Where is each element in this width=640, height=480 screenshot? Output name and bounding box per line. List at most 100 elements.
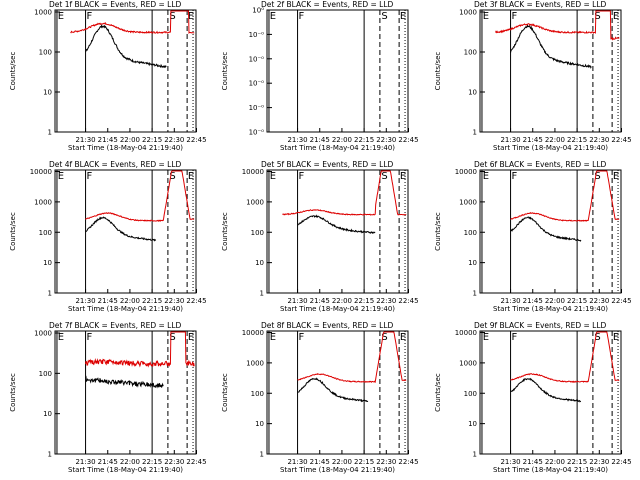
x-axis-label: Start Time (18-May-04 21:19:40) <box>493 305 608 313</box>
x-tick-label: 22:15 <box>354 136 374 144</box>
events-series-line <box>85 216 157 242</box>
x-axis-label: Start Time (18-May-04 21:19:40) <box>68 466 183 474</box>
lld-series-line <box>510 170 620 222</box>
y-tick-label: 10000 <box>455 329 477 337</box>
panel-4: Det 4f BLACK = Events, RED = LLD Counts/s… <box>9 160 207 313</box>
panel-title: Det 8f BLACK = Events, RED = LLD <box>261 321 394 330</box>
event-marker-label: E <box>58 11 64 22</box>
x-tick-label: 21:30 <box>75 458 95 466</box>
event-marker-label: E <box>483 11 489 22</box>
event-marker-label: E <box>483 171 489 182</box>
event-marker-label: F <box>87 171 93 182</box>
x-tick-label: 21:30 <box>500 458 520 466</box>
x-axis-label: Start Time (18-May-04 21:19:40) <box>493 466 608 474</box>
y-tick-label: 1000 <box>459 9 477 17</box>
plot-frame <box>266 330 409 455</box>
x-axis-label: Start Time (18-May-04 21:19:40) <box>280 144 395 152</box>
y-tick-label: 100 <box>39 370 52 378</box>
event-marker-label: E <box>613 171 619 182</box>
x-tick-label: 21:30 <box>500 297 520 305</box>
y-tick-label: 1 <box>473 451 477 459</box>
event-marker-label: E <box>270 332 276 343</box>
panel-title: Det 6f BLACK = Events, RED = LLD <box>474 160 607 169</box>
panel-title: Det 7f BLACK = Events, RED = LLD <box>49 321 182 330</box>
panel-8: Det 8f BLACK = Events, RED = LLD Counts/s… <box>221 321 419 474</box>
lld-series-line <box>85 331 195 368</box>
event-marker-label: E <box>58 171 64 182</box>
y-tick-label: 100 <box>464 390 477 398</box>
y-tick-label: 1 <box>260 451 264 459</box>
x-tick-label: 22:00 <box>332 458 352 466</box>
y-tick-label: 10⁻⁰ <box>249 104 265 112</box>
x-tick-label: 21:45 <box>523 297 543 305</box>
event-marker-label: S <box>381 171 387 182</box>
y-tick-label: 10⁻⁰ <box>249 80 265 88</box>
x-tick-label: 22:00 <box>332 297 352 305</box>
event-marker-label: F <box>87 11 93 22</box>
x-tick-label: 22:45 <box>611 136 631 144</box>
events-series-line <box>85 375 164 389</box>
y-tick-label: 100 <box>464 229 477 237</box>
x-tick-label: 21:45 <box>98 297 118 305</box>
lld-series-line <box>510 331 620 383</box>
event-marker-label: E <box>483 332 489 343</box>
x-tick-label: 22:00 <box>120 458 140 466</box>
plot-frame <box>54 9 197 133</box>
x-tick-label: 22:15 <box>567 297 587 305</box>
event-marker-label: S <box>169 332 175 343</box>
x-tick-label: 22:45 <box>398 458 418 466</box>
x-tick-label: 22:30 <box>589 458 609 466</box>
y-tick-label: 10000 <box>242 329 264 337</box>
y-tick-label: 10⁰ <box>252 7 264 15</box>
y-tick-label: 100 <box>251 229 264 237</box>
panel-title: Det 1f BLACK = Events, RED = LLD <box>49 0 182 9</box>
x-tick-label: 22:45 <box>611 458 631 466</box>
y-axis-label: Counts/sec <box>9 373 17 412</box>
event-marker-label: E <box>188 11 194 22</box>
y-tick-label: 10⁻⁰ <box>249 55 265 63</box>
x-tick-label: 22:00 <box>332 136 352 144</box>
x-axis-label: Start Time (18-May-04 21:19:40) <box>493 144 608 152</box>
events-series-line <box>297 214 376 235</box>
y-tick-label: 100 <box>464 49 477 57</box>
x-tick-label: 21:45 <box>523 458 543 466</box>
x-axis-label: Start Time (18-May-04 21:19:40) <box>68 305 183 313</box>
event-marker-label: E <box>613 332 619 343</box>
y-tick-label: 1 <box>48 290 52 298</box>
y-tick-label: 10000 <box>30 168 52 176</box>
y-tick-label: 10 <box>255 259 264 267</box>
x-axis-label: Start Time (18-May-04 21:19:40) <box>280 305 395 313</box>
event-marker-label: S <box>381 332 387 343</box>
plot-frame <box>479 330 622 455</box>
y-tick-label: 1000 <box>459 359 477 367</box>
event-marker-label: F <box>87 332 93 343</box>
plot-frame <box>266 9 409 133</box>
y-tick-label: 1000 <box>246 198 264 206</box>
events-series-line <box>85 23 167 69</box>
y-tick-label: 1000 <box>34 330 52 338</box>
event-marker-label: E <box>58 332 64 343</box>
y-tick-label: 1 <box>473 129 477 137</box>
y-tick-label: 100 <box>39 49 52 57</box>
x-tick-label: 22:30 <box>376 136 396 144</box>
x-tick-label: 22:15 <box>354 297 374 305</box>
x-axis-label: Start Time (18-May-04 21:19:40) <box>280 466 395 474</box>
event-marker-label: F <box>512 332 518 343</box>
x-tick-label: 22:30 <box>164 136 184 144</box>
y-tick-label: 1000 <box>34 9 52 17</box>
x-tick-label: 22:45 <box>186 297 206 305</box>
y-axis-label: Counts/sec <box>221 52 229 91</box>
y-tick-label: 10⁻⁰ <box>249 31 265 39</box>
event-marker-label: E <box>270 11 276 22</box>
event-marker-label: S <box>169 171 175 182</box>
plot-frame <box>54 330 197 455</box>
plot-frame <box>266 169 409 294</box>
x-tick-label: 22:15 <box>142 136 162 144</box>
y-tick-label: 10 <box>468 420 477 428</box>
y-tick-label: 10 <box>255 420 264 428</box>
event-marker-label: S <box>594 332 600 343</box>
events-series-line <box>510 216 582 242</box>
panel-title: Det 9f BLACK = Events, RED = LLD <box>474 321 607 330</box>
event-marker-label: E <box>270 171 276 182</box>
